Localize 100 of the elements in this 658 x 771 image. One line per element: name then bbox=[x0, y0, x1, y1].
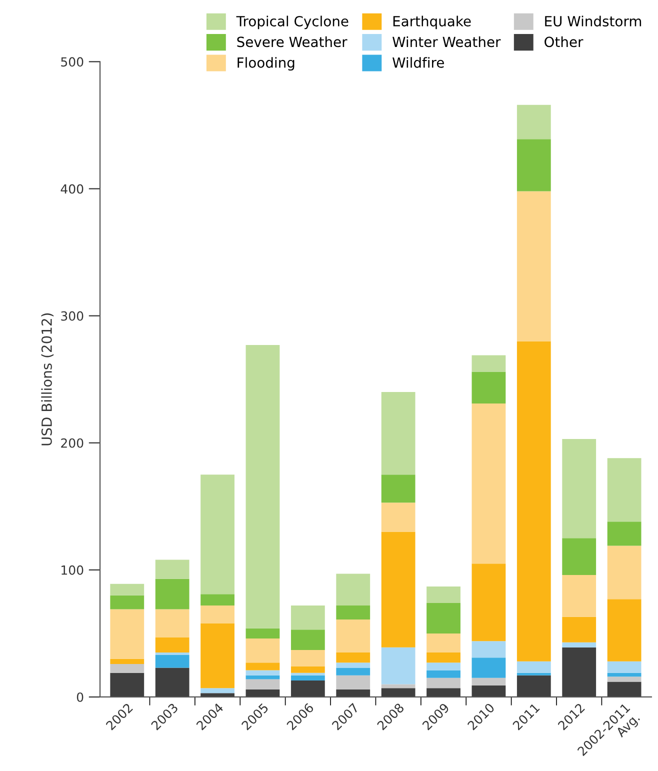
bar bbox=[200, 693, 234, 697]
bar bbox=[200, 474, 234, 594]
bar bbox=[200, 688, 234, 694]
bar bbox=[607, 458, 642, 522]
bar bbox=[155, 578, 190, 610]
bar bbox=[516, 661, 551, 673]
bar bbox=[562, 647, 596, 697]
bar bbox=[110, 584, 144, 596]
bar bbox=[246, 662, 280, 670]
bar bbox=[155, 652, 190, 656]
bar bbox=[607, 599, 642, 662]
bar bbox=[290, 680, 325, 697]
legend-label: Wildfire bbox=[392, 57, 444, 68]
bar bbox=[381, 532, 416, 648]
bar bbox=[155, 609, 190, 638]
bar bbox=[246, 638, 280, 663]
bar bbox=[246, 345, 280, 628]
bar bbox=[155, 655, 190, 668]
bar bbox=[336, 652, 370, 663]
legend-label: Flooding bbox=[238, 57, 294, 71]
bar bbox=[472, 686, 506, 697]
bar bbox=[607, 676, 642, 682]
bar bbox=[607, 546, 642, 600]
bar bbox=[336, 675, 370, 690]
bar bbox=[472, 641, 506, 658]
bar bbox=[200, 606, 234, 624]
legend-label: Tropical Cyclone bbox=[236, 16, 348, 30]
bar bbox=[472, 658, 506, 678]
bar bbox=[426, 602, 460, 634]
bar bbox=[246, 689, 280, 697]
bar bbox=[562, 439, 596, 538]
bar bbox=[290, 675, 325, 680]
bar bbox=[472, 678, 506, 686]
legend-label: Winter Weather bbox=[392, 36, 501, 48]
bar bbox=[516, 104, 551, 140]
bar bbox=[246, 670, 280, 676]
bar bbox=[381, 684, 416, 688]
bar bbox=[110, 595, 144, 610]
y-tick-label: 500 bbox=[61, 57, 84, 67]
bar bbox=[562, 616, 596, 642]
bar bbox=[336, 574, 370, 606]
bar bbox=[472, 372, 506, 404]
bar bbox=[426, 678, 460, 688]
bar bbox=[607, 522, 642, 546]
bar bbox=[381, 688, 416, 697]
bar bbox=[607, 672, 642, 677]
bar bbox=[426, 586, 460, 603]
y-tick-label: 0 bbox=[76, 692, 84, 702]
y-tick-label: 100 bbox=[62, 565, 84, 575]
bar bbox=[336, 668, 370, 676]
bar bbox=[290, 606, 325, 630]
bar bbox=[562, 575, 596, 617]
bar bbox=[516, 675, 551, 697]
bar bbox=[290, 666, 325, 673]
bar bbox=[516, 191, 551, 342]
bar bbox=[200, 594, 234, 606]
bar bbox=[290, 630, 325, 650]
bar bbox=[472, 355, 506, 372]
bar bbox=[516, 139, 551, 192]
bar bbox=[381, 502, 416, 532]
bar bbox=[562, 538, 596, 576]
bar bbox=[381, 392, 416, 475]
bar bbox=[246, 675, 280, 680]
bar bbox=[426, 633, 460, 653]
legend-label: EU Windstorm bbox=[545, 16, 642, 26]
bar bbox=[607, 661, 642, 673]
legend-label: Earthquake bbox=[393, 16, 471, 30]
bar bbox=[472, 564, 506, 642]
bar bbox=[246, 679, 280, 690]
bar bbox=[562, 642, 596, 648]
legend-label: Other bbox=[544, 36, 584, 48]
bar bbox=[607, 682, 642, 697]
y-tick-label: 400 bbox=[60, 184, 84, 194]
bar bbox=[381, 647, 416, 684]
bar bbox=[516, 672, 551, 676]
bar bbox=[290, 672, 325, 676]
y-axis-title: USD Billions (2012) bbox=[41, 313, 54, 446]
bar bbox=[426, 662, 460, 670]
bar bbox=[290, 650, 325, 666]
bar bbox=[155, 668, 190, 697]
legend-label: Severe Weather bbox=[237, 36, 348, 48]
bar bbox=[336, 689, 370, 697]
bar bbox=[110, 664, 144, 673]
bar bbox=[110, 658, 144, 664]
bar bbox=[336, 662, 370, 668]
bar bbox=[110, 672, 144, 697]
bar bbox=[426, 652, 460, 663]
bar bbox=[155, 560, 190, 579]
bar bbox=[381, 474, 416, 503]
bar bbox=[110, 609, 144, 659]
bar bbox=[426, 688, 460, 697]
bar bbox=[472, 403, 506, 564]
bar bbox=[246, 628, 280, 639]
bar bbox=[155, 637, 190, 653]
bar bbox=[336, 606, 370, 620]
bar bbox=[516, 341, 551, 662]
y-tick-label: 200 bbox=[61, 438, 84, 448]
bar bbox=[200, 623, 234, 688]
bar bbox=[336, 619, 370, 653]
bar bbox=[426, 670, 460, 678]
